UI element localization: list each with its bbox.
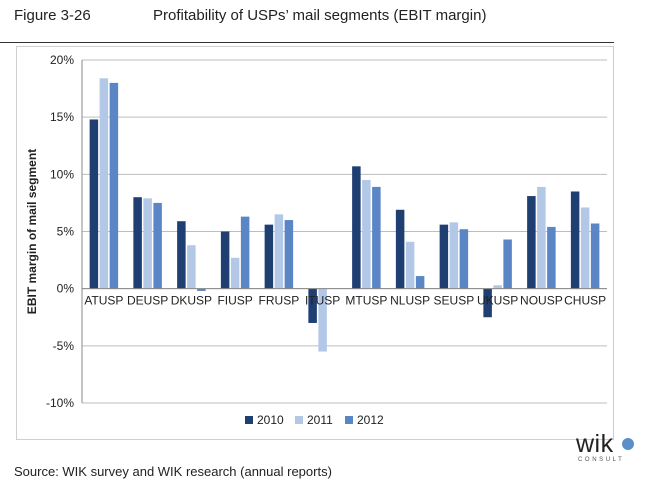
- category-label: FIUSP: [217, 294, 252, 308]
- bar-fiusp-2010: [220, 231, 230, 289]
- source-note: Source: WIK survey and WIK research (ann…: [14, 464, 332, 479]
- logo-text: wik: [576, 430, 614, 458]
- legend-label-2010: 2010: [257, 413, 284, 427]
- bar-nlusp-2012: [415, 276, 425, 289]
- y-axis-title: EBIT margin of mail segment: [25, 149, 39, 314]
- bar-frusp-2012: [284, 220, 294, 289]
- bar-frusp-2010: [264, 224, 274, 289]
- chart-frame: -10% -5% 0% 5% 10% 15% 20% EBIT margin of mail …: [16, 46, 614, 440]
- bar-atusp-2010: [89, 119, 99, 289]
- bar-ukusp-2011: [493, 285, 502, 289]
- bar-chart: -10% -5% 0% 5% 10% 15% 20% EBIT margin of mail …: [25, 53, 607, 427]
- y-tick-label: -10%: [46, 396, 74, 410]
- bar-fiusp-2011: [230, 257, 240, 289]
- bar-nousp-2012: [547, 226, 556, 289]
- category-label: SEUSP: [434, 294, 475, 308]
- bar-itusp-2010: [308, 288, 317, 323]
- bar-itusp-2011: [318, 288, 327, 352]
- y-tick-label: 10%: [50, 167, 74, 181]
- legend-swatch-2010: [245, 416, 253, 424]
- bar-mtusp-2012: [372, 186, 381, 289]
- y-tick-label: -5%: [53, 339, 75, 353]
- figure-number: Figure 3-26: [14, 7, 91, 24]
- bar-chusp-2011: [580, 207, 590, 289]
- category-label: MTUSP: [345, 294, 387, 308]
- bar-nlusp-2011: [405, 241, 415, 289]
- bar-deusp-2011: [143, 198, 152, 289]
- category-label: ITUSP: [305, 294, 340, 308]
- bar-ukusp-2010: [483, 288, 492, 318]
- bar-fiusp-2012: [240, 216, 250, 289]
- bar-dkusp-2012: [197, 288, 206, 291]
- header-rule: [0, 42, 614, 43]
- bar-frusp-2011: [274, 214, 284, 289]
- category-label: UKUSP: [477, 294, 518, 308]
- legend-swatch-2011: [295, 416, 303, 424]
- category-label: NLUSP: [390, 294, 430, 308]
- y-tick-label: 15%: [50, 110, 74, 124]
- bar-atusp-2012: [109, 82, 119, 289]
- figure-title: Profitability of USPs’ mail segments (EB…: [153, 7, 487, 24]
- bar-seusp-2010: [439, 224, 449, 289]
- category-label: FRUSP: [259, 294, 300, 308]
- category-label: DKUSP: [171, 294, 212, 308]
- bar-seusp-2012: [459, 229, 469, 289]
- y-tick-label: 5%: [57, 225, 75, 239]
- legend-label-2012: 2012: [357, 413, 384, 427]
- category-label: NOUSP: [520, 294, 563, 308]
- category-label: CHUSP: [564, 294, 606, 308]
- bar-chusp-2012: [590, 223, 600, 289]
- logo-mark-icon: [622, 438, 634, 450]
- bar-dkusp-2011: [187, 245, 196, 289]
- logo-subtext: CONSULT: [578, 457, 625, 463]
- legend-swatch-2012: [345, 416, 353, 424]
- bar-atusp-2011: [99, 78, 109, 289]
- bar-seusp-2011: [449, 222, 459, 289]
- bar-nousp-2010: [527, 196, 536, 289]
- y-tick-label: 0%: [57, 282, 75, 296]
- legend-label-2011: 2011: [307, 413, 333, 427]
- bar-dkusp-2010: [177, 221, 186, 289]
- bar-nousp-2011: [537, 186, 546, 289]
- category-label: ATUSP: [84, 294, 123, 308]
- bar-nlusp-2010: [395, 209, 405, 289]
- wik-consult-logo: wik CONSULT: [576, 430, 636, 464]
- category-label: DEUSP: [127, 294, 168, 308]
- bar-mtusp-2011: [362, 180, 371, 289]
- bar-ukusp-2012: [503, 239, 512, 289]
- bar-mtusp-2010: [352, 166, 361, 289]
- bar-deusp-2012: [153, 202, 162, 289]
- bar-deusp-2010: [133, 197, 142, 289]
- bar-chusp-2010: [570, 191, 580, 289]
- y-tick-label: 20%: [50, 53, 74, 67]
